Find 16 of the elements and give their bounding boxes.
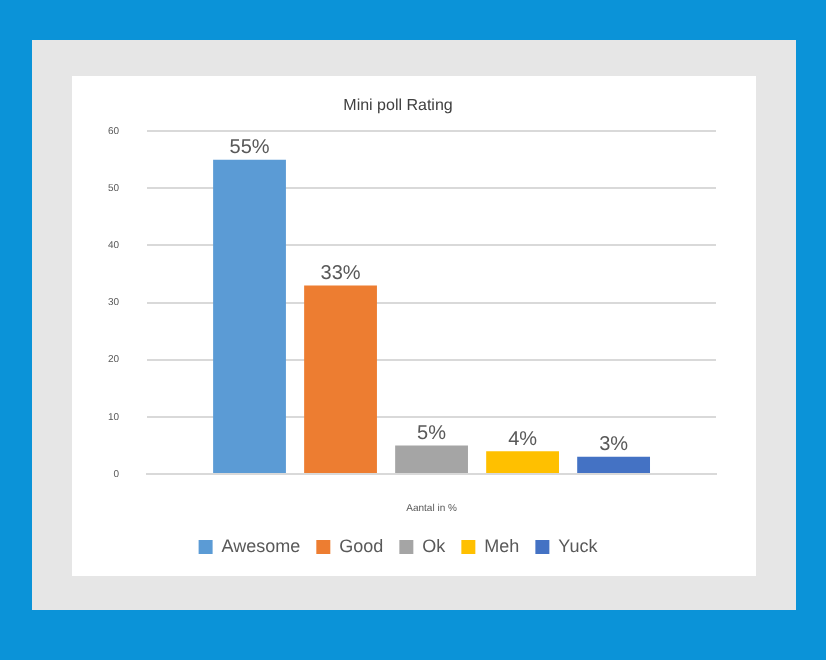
chart-title: Mini poll Rating [343, 96, 453, 115]
legend-label: Good [339, 535, 384, 556]
legend-label: Ok [422, 535, 447, 556]
data-label: 3% [599, 434, 629, 457]
legend-label: Awesome [221, 535, 301, 556]
data-label: 5% [417, 422, 447, 445]
data-label: 4% [508, 428, 538, 451]
data-label: 55% [229, 137, 270, 160]
bar [213, 159, 286, 473]
legend-label: Yuck [558, 535, 599, 556]
bar [577, 456, 651, 473]
bar [304, 285, 377, 473]
legend-label: Meh [484, 535, 520, 556]
bar [486, 451, 559, 473]
bar [395, 445, 468, 473]
data-label: 33% [320, 262, 361, 285]
